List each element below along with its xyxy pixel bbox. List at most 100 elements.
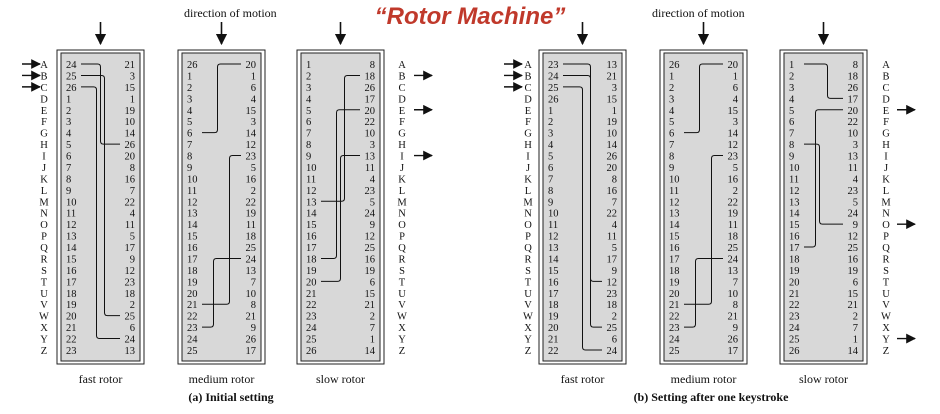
rotor-right-number: 24	[728, 254, 739, 265]
rotor-left-number: 22	[669, 312, 680, 323]
rotor-right-number: 15	[728, 106, 739, 117]
rotor-right-number: 23	[607, 289, 618, 300]
rotor-right-number: 12	[607, 277, 618, 288]
output-letter: C	[398, 83, 405, 94]
rotor-right-number: 5	[733, 163, 738, 174]
rotor-left-number: 20	[789, 277, 800, 288]
output-letter: B	[398, 71, 405, 82]
rotor-right-number: 15	[246, 106, 257, 117]
rotor-2: 2612345678910111213141516171819202122232…	[659, 22, 748, 386]
rotor-left-number: 21	[187, 300, 198, 311]
rotor-left-number: 10	[66, 197, 77, 208]
input-letter: R	[40, 254, 47, 265]
rotor-wire	[321, 155, 360, 282]
rotor-right-number: 2	[733, 186, 738, 197]
rotor-right-number: 20	[607, 163, 618, 174]
rotor-left-number: 5	[187, 117, 192, 128]
rotor-left-number: 21	[669, 300, 680, 311]
motion-label-left: direction of motion	[184, 6, 277, 20]
rotor-left-number: 25	[306, 335, 317, 346]
output-letter: D	[882, 94, 890, 105]
rotor-3: 1234567891011121314151617181920212223242…	[296, 22, 385, 386]
input-letter: I	[42, 152, 46, 163]
rotor-left-number: 12	[789, 186, 800, 197]
rotor-left-number: 23	[669, 323, 680, 334]
output-letter: F	[883, 117, 889, 128]
rotor-name: fast rotor	[561, 372, 605, 386]
input-letter: U	[40, 289, 48, 300]
rotor-left-number: 14	[187, 220, 198, 231]
output-letter: E	[399, 106, 405, 117]
input-letter: X	[40, 323, 48, 334]
rotor-left-number: 17	[548, 289, 559, 300]
rotor-left-number: 13	[187, 209, 198, 220]
rotor-left-number: 7	[548, 174, 553, 185]
rotor-left-number: 8	[669, 152, 674, 163]
rotor-right-number: 15	[848, 289, 859, 300]
rotor-left-number: 2	[669, 83, 674, 94]
rotor-left-number: 17	[789, 243, 800, 254]
rotor-left-number: 10	[548, 209, 559, 220]
rotor-left-number: 13	[669, 209, 680, 220]
rotor-left-number: 16	[66, 266, 77, 277]
rotor-left-number: 10	[789, 163, 800, 174]
input-letter: F	[41, 117, 47, 128]
rotor-left-number: 4	[789, 94, 795, 105]
rotor-left-number: 22	[187, 312, 198, 323]
rotor-left-number: 8	[66, 174, 71, 185]
input-letter: O	[40, 220, 48, 231]
rotor-left-number: 6	[306, 117, 311, 128]
rotor-right-number: 19	[125, 106, 136, 117]
rotor-right-number: 13	[365, 152, 376, 163]
rotor-left-number: 14	[669, 220, 680, 231]
input-letter: E	[525, 106, 531, 117]
rotor-left-number: 22	[306, 300, 317, 311]
rotor-left-number: 4	[548, 140, 554, 151]
rotor-right-number: 5	[130, 232, 135, 243]
input-letter: D	[40, 94, 48, 105]
rotor-right-number: 25	[848, 243, 859, 254]
rotor-right-number: 16	[246, 174, 257, 185]
rotor-left-number: 14	[789, 209, 800, 220]
rotor-right-number: 21	[125, 60, 136, 71]
input-letter: G	[40, 129, 48, 140]
rotor-right-number: 18	[125, 289, 136, 300]
output-letter: S	[883, 266, 889, 277]
panel-1: A AB BC CD DE EF FG GH HI IJ JK KL LM MN NO OP PQ QR RS ST T…	[22, 22, 433, 386]
rotor-right-number: 14	[607, 140, 618, 151]
rotor-right-number: 23	[125, 277, 136, 288]
rotor-right-number: 24	[246, 254, 257, 265]
input-letter: C	[40, 83, 47, 94]
rotor-wire	[321, 109, 360, 259]
rotor-left-number: 22	[789, 300, 800, 311]
rotor-right-number: 8	[370, 60, 375, 71]
rotor-right-number: 18	[365, 71, 376, 82]
output-letter: N	[882, 209, 890, 220]
rotor-left-number: 8	[789, 140, 794, 151]
rotor-right-number: 16	[728, 174, 739, 185]
rotor-left-number: 13	[789, 197, 800, 208]
rotor-wire	[81, 74, 120, 317]
output-letter: U	[398, 289, 406, 300]
rotor-right-number: 25	[728, 243, 739, 254]
rotor-wire	[563, 74, 602, 328]
rotor-left-number: 14	[548, 254, 559, 265]
output-letter: V	[398, 300, 406, 311]
rotor-wire	[202, 155, 241, 305]
output-letter: M	[397, 197, 407, 208]
rotor-right-number: 3	[733, 117, 738, 128]
rotor-left-number: 15	[306, 220, 317, 231]
rotor-left-number: 26	[548, 94, 559, 105]
input-letter: Z	[41, 346, 47, 357]
rotor-left-number: 9	[66, 186, 71, 197]
rotor-right-number: 14	[848, 346, 859, 357]
rotor-right-number: 6	[251, 83, 256, 94]
rotor-left-number: 25	[66, 71, 77, 82]
rotor-right-number: 16	[125, 174, 136, 185]
rotor-right-number: 17	[607, 254, 618, 265]
input-letter: Q	[40, 243, 48, 254]
rotor-right-number: 26	[728, 335, 739, 346]
input-letter: Z	[525, 346, 531, 357]
rotor-left-number: 11	[187, 186, 197, 197]
input-letter: Y	[524, 335, 532, 346]
